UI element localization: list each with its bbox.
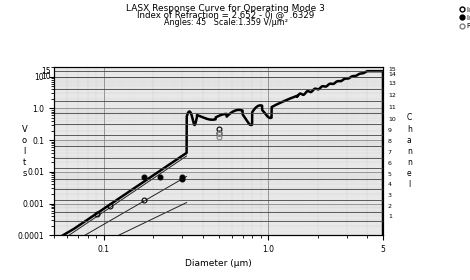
- Text: 15: 15: [41, 67, 51, 76]
- Text: LASX Response Curve for Operating Mode 3: LASX Response Curve for Operating Mode 3: [126, 4, 325, 13]
- Text: V
o
l
t
s: V o l t s: [22, 125, 27, 178]
- Text: Angles: 45   Scale:1.359 V/μm²: Angles: 45 Scale:1.359 V/μm²: [164, 18, 288, 27]
- Text: 10: 10: [41, 72, 51, 81]
- Text: C
h
a
n
n
e
l: C h a n n e l: [407, 113, 412, 189]
- Legend: Instrument size, Instrument calibration, Reisert, et al: Instrument size, Instrument calibration,…: [459, 7, 470, 29]
- Text: Index of Refraction = 2.652 - 0i @  .6329: Index of Refraction = 2.652 - 0i @ .6329: [137, 10, 314, 19]
- X-axis label: Diameter (μm): Diameter (μm): [185, 260, 252, 269]
